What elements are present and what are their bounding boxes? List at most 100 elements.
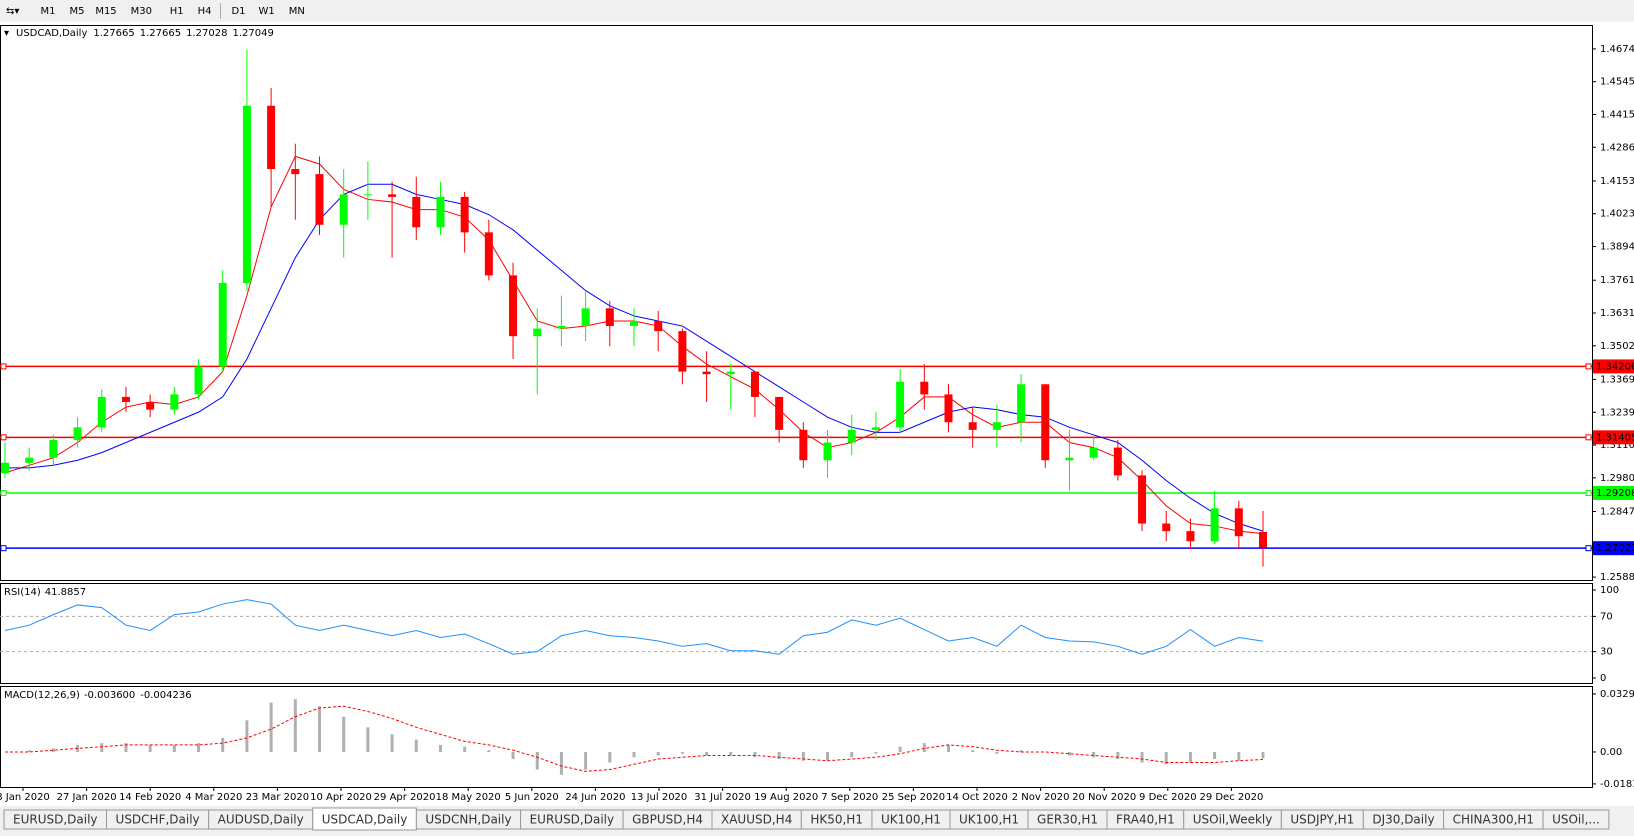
timeframe-button[interactable]: H4 — [198, 6, 212, 17]
level-handle — [0, 363, 7, 370]
candle-body — [509, 275, 518, 337]
candle-body — [1138, 475, 1147, 524]
tab[interactable]: HK50,H1 — [800, 809, 873, 830]
tab-label: USOil,... — [1552, 813, 1600, 827]
tab[interactable]: USOil,Weekly — [1183, 809, 1282, 830]
toolbar-icon[interactable]: ⇆▾ — [6, 6, 19, 17]
y-tick-label: 70 — [1600, 611, 1613, 622]
tab-label: EURUSD,Daily — [13, 813, 98, 827]
timeframe-button[interactable]: M1 — [41, 6, 56, 17]
timeframe-button[interactable]: M15 — [95, 6, 116, 17]
candle-body — [726, 371, 735, 375]
candle-body — [1, 462, 9, 473]
level-label-bg — [1593, 430, 1634, 445]
tab-label: HK50,H1 — [810, 813, 863, 827]
x-tick-label: 2 Nov 2020 — [1012, 792, 1070, 803]
candle-body — [823, 442, 832, 461]
candle-body — [218, 282, 227, 367]
y-tick-label: 1.37610 — [1600, 275, 1634, 286]
candle-body — [1089, 447, 1098, 458]
tab-bg — [1542, 809, 1610, 830]
tab[interactable]: EURUSD,Daily — [3, 809, 108, 830]
candle-body — [170, 394, 179, 410]
rsi-panel — [0, 583, 1593, 684]
candle-body — [388, 194, 397, 197]
x-tick-label: 18 May 2020 — [436, 792, 501, 803]
tab[interactable]: USDCNH,Daily — [415, 809, 522, 830]
tab[interactable]: AUDUSD,Daily — [208, 809, 314, 830]
x-tick-label: 31 Jul 2020 — [694, 792, 751, 803]
rsi-line — [4, 599, 1264, 655]
level-label-bg — [1593, 359, 1634, 374]
timeframe-button[interactable]: MN — [289, 6, 305, 17]
tab-label: USDJPY,H1 — [1290, 813, 1354, 827]
level-handle — [0, 434, 7, 441]
candle-body — [25, 457, 34, 463]
candle-body — [920, 381, 929, 395]
level-label: 1.27027 — [1596, 543, 1634, 554]
x-tick-label: 24 Jun 2020 — [565, 792, 625, 803]
tab[interactable]: DJ30,Daily — [1362, 809, 1445, 830]
candle-body — [412, 196, 421, 228]
indicator-value: -0.003600 — [84, 690, 135, 701]
level-handle — [0, 545, 7, 552]
level-handle — [1585, 434, 1592, 441]
tab-label: EURUSD,Daily — [530, 813, 615, 827]
timeframe-button[interactable]: M5 — [70, 6, 85, 17]
y-tick-label: 30 — [1600, 647, 1613, 658]
tab-label: AUDUSD,Daily — [218, 813, 304, 827]
y-tick-label: 100 — [1600, 585, 1619, 596]
tab[interactable]: CHINA300,H1 — [1443, 809, 1544, 830]
y-tick-label: 1.38940 — [1600, 242, 1634, 253]
candle-body — [1259, 532, 1267, 548]
candle-body — [363, 194, 372, 196]
level-handle — [1585, 363, 1592, 370]
x-tick-label: 14 Oct 2020 — [946, 792, 1008, 803]
candle-body — [896, 381, 905, 428]
timeframe-button[interactable]: M30 — [131, 6, 152, 17]
timeframe-button[interactable]: H1 — [170, 6, 184, 17]
tab[interactable]: GBPUSD,H4 — [622, 809, 713, 830]
signal-line — [5, 705, 1264, 772]
tab[interactable]: UK100,H1 — [949, 809, 1029, 830]
tab[interactable]: USDCAD,Daily — [312, 807, 417, 831]
candle-body — [49, 439, 58, 458]
tab-label: CHINA300,H1 — [1453, 813, 1535, 827]
ohlc-value: 1.27049 — [232, 28, 273, 39]
tab[interactable]: EURUSD,Daily — [520, 809, 624, 830]
tab[interactable]: GER30,H1 — [1027, 809, 1108, 830]
x-tick-label: 5 Jun 2020 — [505, 792, 559, 803]
candle-body — [291, 169, 300, 175]
tab[interactable]: FRA40,H1 — [1106, 809, 1185, 830]
candle-body — [678, 331, 687, 372]
y-tick-label: 1.28475 — [1600, 507, 1634, 518]
tab[interactable]: USOil,... — [1542, 809, 1610, 830]
y-tick-label: 1.32395 — [1600, 407, 1634, 418]
candle-body — [605, 308, 614, 327]
y-tick-label: 1.46745 — [1600, 44, 1634, 55]
candle-body — [1113, 447, 1122, 476]
candle-body — [630, 320, 638, 327]
timeframe-button[interactable]: D1 — [231, 6, 245, 17]
candle-body — [339, 194, 348, 225]
candle-body — [1162, 523, 1171, 532]
x-tick-label: 14 Feb 2020 — [119, 792, 181, 803]
timeframe-button[interactable]: W1 — [258, 6, 274, 17]
x-tick-label: 25 Sep 2020 — [882, 792, 945, 803]
tab[interactable]: USDJPY,H1 — [1280, 809, 1364, 830]
level-label: 1.29208 — [1596, 488, 1634, 499]
level-handle — [0, 489, 7, 496]
tab-label: USDCNH,Daily — [425, 813, 511, 827]
x-tick-label: 8 Jan 2020 — [0, 792, 50, 803]
tab[interactable]: UK100,H1 — [871, 809, 951, 830]
x-tick-label: 23 Mar 2020 — [246, 792, 309, 803]
tab[interactable]: XAUUSD,H4 — [711, 809, 802, 830]
candle-body — [847, 429, 856, 443]
tab-label: USOil,Weekly — [1193, 813, 1273, 827]
candle-body — [1210, 508, 1219, 542]
tab-label: FRA40,H1 — [1116, 813, 1175, 827]
tab[interactable]: USDCHF,Daily — [106, 809, 210, 830]
level-handle — [1585, 489, 1592, 496]
tab-label: USDCAD,Daily — [322, 813, 408, 827]
candle-body — [992, 422, 1001, 430]
